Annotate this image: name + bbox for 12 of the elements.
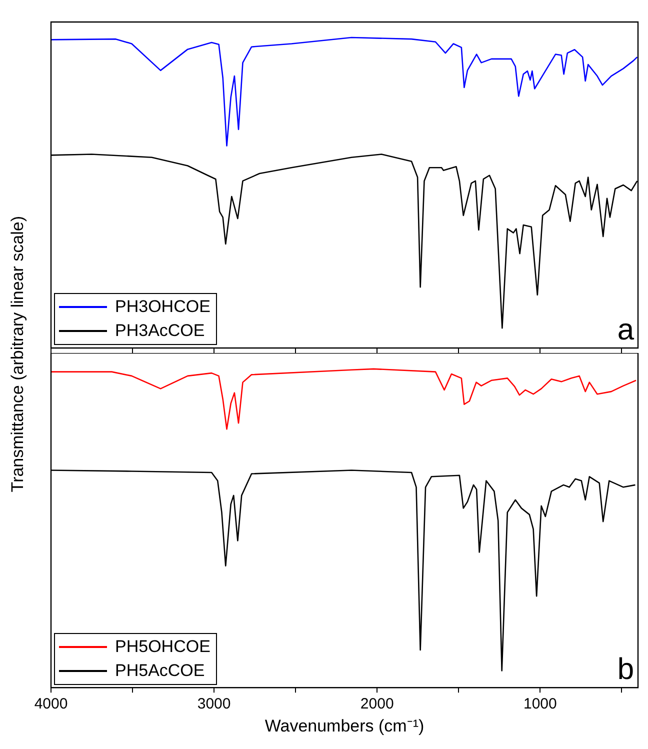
x-tick-label: 1000 [523, 696, 557, 713]
x-tick-label: 3000 [197, 696, 231, 713]
legend-label: PH5OHCOE [115, 636, 210, 658]
x-axis-title: Wavenumbers (cm⁻¹) [264, 716, 424, 736]
x-tick-label: 4000 [34, 696, 68, 713]
y-axis-title: Transmittance (arbitrary linear scale) [8, 216, 28, 493]
annotation: a [617, 313, 634, 346]
legend-label: PH3OHCOE [115, 296, 210, 318]
annotation: b [617, 652, 634, 686]
x-tick-label: 2000 [360, 696, 394, 713]
legend-label: PH5AcCOE [115, 660, 205, 682]
legend-label: PH3AcCOE [115, 320, 205, 342]
